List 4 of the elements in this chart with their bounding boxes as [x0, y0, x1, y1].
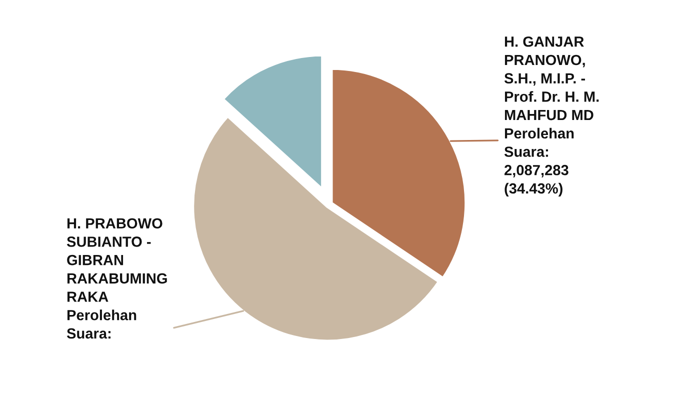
slice-label: H. PRABOWO SUBIANTO - GIBRAN RAKABUMING RAKA: [66, 218, 167, 302]
slice-label: H. GANJAR PRANOWO, S.H., M.I.P. - Prof. Dr. H. M. MAHFUD MD: [504, 36, 599, 120]
data-label: Perolehan Suara:: [66, 310, 136, 339]
data-label: Perolehan Suara: 2,087,283 (34.43%): [504, 128, 574, 196]
